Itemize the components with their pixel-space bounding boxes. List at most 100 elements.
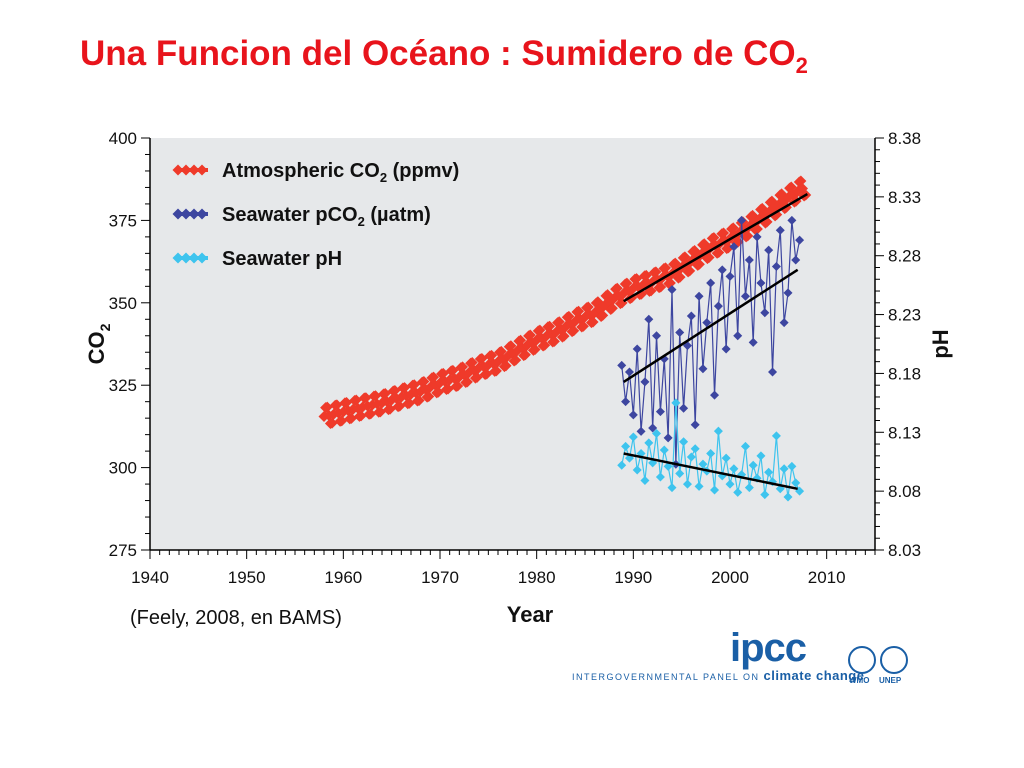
seawater-pco2-point xyxy=(787,215,797,225)
x-tick-label: 1990 xyxy=(614,568,652,587)
y-right-tick-label: 8.03 xyxy=(888,541,921,560)
legend-swatch-marker xyxy=(196,252,208,264)
seawater-pco2-point xyxy=(636,426,646,436)
y-right-tick-label: 8.18 xyxy=(888,364,921,383)
legend-label-end: (ppmv) xyxy=(387,160,459,182)
seawater-pco2-point xyxy=(779,318,789,328)
x-tick-label: 1970 xyxy=(421,568,459,587)
atmospheric-co2-point xyxy=(331,399,343,411)
atmospheric-co2-point xyxy=(379,387,391,399)
atmospheric-co2-point xyxy=(606,302,618,314)
seawater-pco2-point xyxy=(740,291,750,301)
slide-title: Una Funcion del Océano : Sumidero de CO2 xyxy=(80,34,808,79)
atmospheric-co2-point xyxy=(466,356,478,368)
atmospheric-co2-point xyxy=(577,320,589,332)
seawater-pco2-point xyxy=(721,344,731,354)
atmospheric-co2-point xyxy=(374,406,386,418)
atmospheric-co2-point xyxy=(452,380,464,392)
y-right-axis-title-text: pH xyxy=(928,329,953,358)
seawater-pco2-point xyxy=(694,291,704,301)
x-tick-label: 2010 xyxy=(808,568,846,587)
seawater-pco2-point xyxy=(764,245,774,255)
atmospheric-co2-point xyxy=(442,383,454,395)
chart-legend: Atmospheric CO2 (ppmv)Seawater pCO2 (µat… xyxy=(172,160,459,270)
atmospheric-co2-point xyxy=(502,350,514,362)
seawater-ph-point xyxy=(690,444,700,454)
atmospheric-co2-point xyxy=(389,384,401,396)
seawater-ph-point xyxy=(682,479,692,489)
atmospheric-co2-point xyxy=(544,320,556,332)
atmospheric-co2-point xyxy=(413,394,425,406)
legend-label-end: (µatm) xyxy=(365,204,431,226)
y-left-tick-label: 325 xyxy=(109,376,137,395)
atmospheric-co2-point xyxy=(360,392,372,404)
seawater-ph-point xyxy=(621,441,631,451)
seawater-ph-point xyxy=(756,451,766,461)
seawater-ph-point xyxy=(617,460,627,470)
y-left-tick-label: 300 xyxy=(109,459,137,478)
seawater-ph-point xyxy=(740,441,750,451)
atmospheric-co2-point xyxy=(515,334,527,346)
atmospheric-co2-point xyxy=(524,329,536,341)
seawater-pco2-point xyxy=(725,271,735,281)
atmospheric-co2-point xyxy=(573,305,585,317)
unep-emblem-icon xyxy=(880,646,908,674)
seawater-pco2-point xyxy=(795,235,805,245)
seawater-pco2-point xyxy=(771,262,781,272)
legend-label: Seawater pH xyxy=(222,248,342,270)
atmospheric-co2-point xyxy=(664,277,676,289)
y-left-tick-label: 375 xyxy=(109,211,137,230)
seawater-ph-point xyxy=(733,487,743,497)
seawater-ph-point xyxy=(713,426,723,436)
legend-swatch-marker xyxy=(180,208,192,220)
seawater-pco2-point xyxy=(710,390,720,400)
legend-label-sub: 2 xyxy=(380,170,387,185)
y-right-tick-label: 8.08 xyxy=(888,482,921,501)
atmospheric-co2-point xyxy=(510,354,522,366)
seawater-ph-point xyxy=(667,483,677,493)
seawater-ph-point xyxy=(721,453,731,463)
atmospheric-co2-point xyxy=(708,232,720,244)
atmospheric-co2-point xyxy=(370,390,382,402)
seawater-ph-point xyxy=(729,464,739,474)
ipcc-logo-word: ipcc xyxy=(730,626,807,670)
legend-label: Atmospheric CO2 (ppmv) xyxy=(222,160,459,185)
seawater-ph-point xyxy=(706,448,716,458)
seawater-ph-point xyxy=(655,472,665,482)
atmospheric-co2-point xyxy=(394,400,406,412)
seawater-pco2-point xyxy=(652,331,662,341)
seawater-pco2-point xyxy=(791,255,801,265)
atmospheric-co2-point xyxy=(336,415,348,427)
atmospheric-co2-point xyxy=(539,339,551,351)
legend-swatch-marker xyxy=(172,252,184,264)
seawater-pco2-point xyxy=(621,397,631,407)
seawater-pco2-point xyxy=(775,225,785,235)
atmospheric-co2-point xyxy=(582,301,594,313)
x-axis-title: Year xyxy=(507,602,554,627)
seawater-ph-point xyxy=(694,481,704,491)
seawater-ph-point xyxy=(671,398,681,408)
y-left-tick-label: 400 xyxy=(109,129,137,148)
atmospheric-co2-point xyxy=(674,271,686,283)
legend-label-sub: 2 xyxy=(358,214,365,229)
slide-title-main: Una Funcion del Océano : Sumidero de CO xyxy=(80,34,796,73)
seawater-ph-point xyxy=(787,461,797,471)
legend-label-main: Seawater pCO xyxy=(222,204,358,226)
x-tick-label: 1940 xyxy=(131,568,169,587)
legend-label-main: Atmospheric CO xyxy=(222,160,380,182)
seawater-ph-point xyxy=(632,465,642,475)
seawater-pco2-point xyxy=(632,344,642,354)
atmospheric-co2-point xyxy=(597,309,609,321)
atmospheric-co2-point xyxy=(548,335,560,347)
seawater-pco2-point xyxy=(675,327,685,337)
seawater-ph-trend-line xyxy=(623,452,798,491)
seawater-ph-point xyxy=(760,490,770,500)
svg-text:CO2: CO2 xyxy=(84,323,113,364)
legend-swatch-marker xyxy=(172,164,184,176)
atmospheric-co2-point xyxy=(428,371,440,383)
y-left-axis-title: CO2 xyxy=(84,323,113,364)
seawater-pco2-point xyxy=(737,215,747,225)
y-right-tick-label: 8.28 xyxy=(888,247,921,266)
seawater-ph-point xyxy=(640,476,650,486)
